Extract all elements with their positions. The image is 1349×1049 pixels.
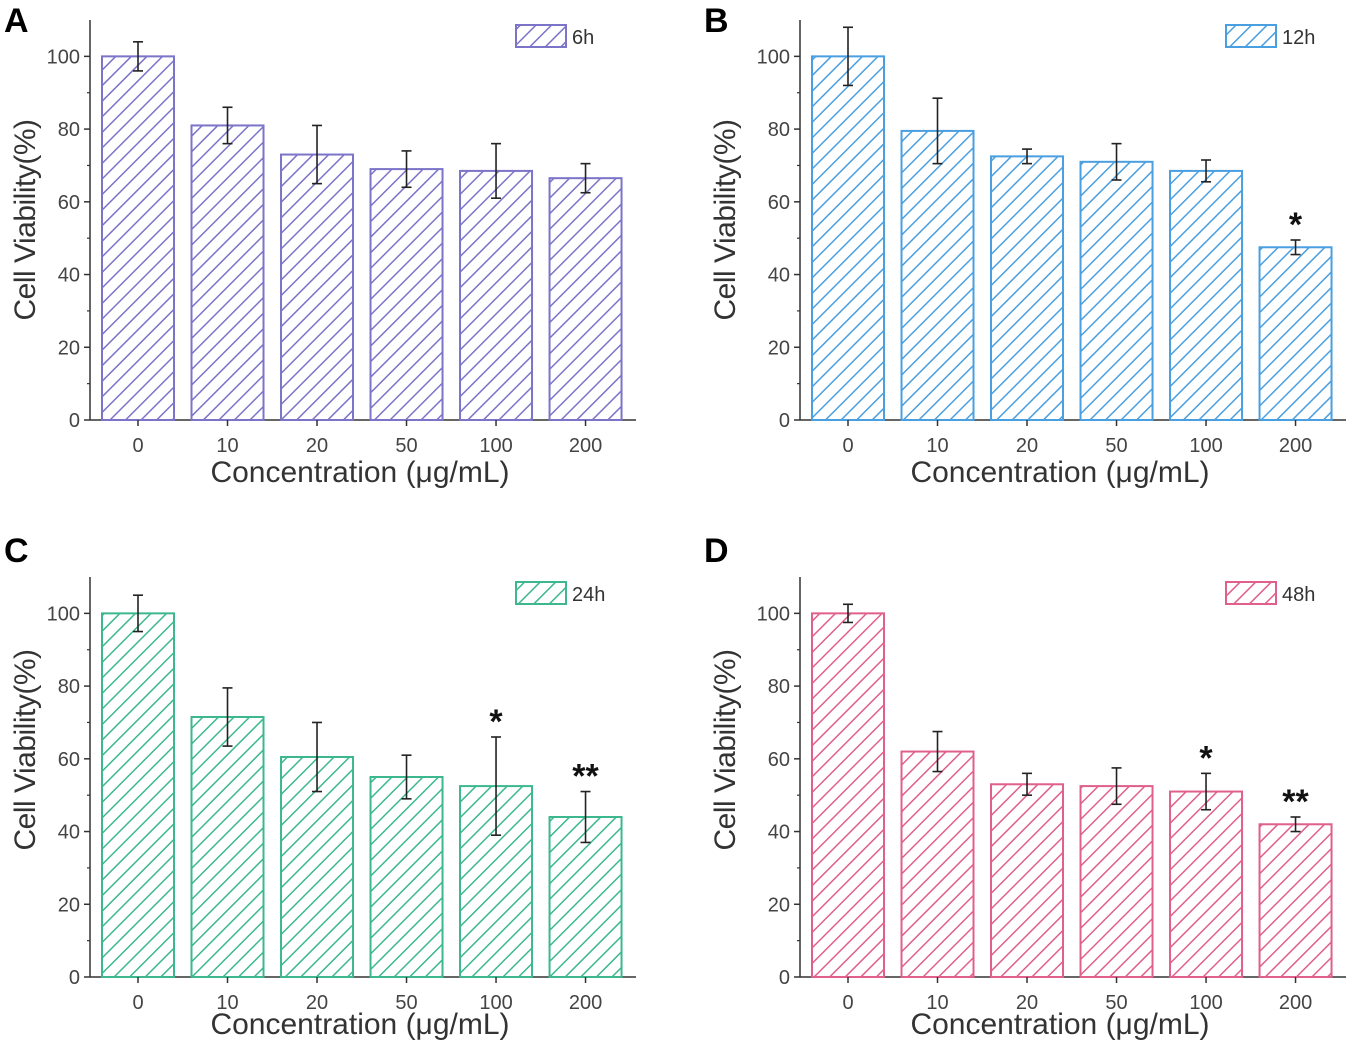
x-tick-label: 20 — [1016, 992, 1038, 1014]
bar — [371, 169, 443, 420]
legend-label: 6h — [572, 27, 594, 49]
x-tick-label: 20 — [306, 435, 328, 457]
x-tick-label: 10 — [216, 435, 238, 457]
y-tick-label: 100 — [757, 46, 790, 68]
y-tick-label: 100 — [757, 603, 790, 625]
significance-marker: * — [1289, 206, 1303, 244]
chart-panel-b: B Cell Viability(%) Concentration (μg/mL… — [700, 0, 1349, 510]
y-tick-label: 40 — [768, 265, 790, 287]
y-tick-label: 60 — [768, 749, 790, 771]
legend-swatch — [1226, 25, 1276, 47]
y-tick-label: 80 — [768, 676, 790, 698]
y-tick-label: 0 — [69, 967, 80, 989]
bar — [1081, 162, 1153, 420]
x-tick-label: 50 — [395, 992, 417, 1014]
x-tick-label: 100 — [479, 992, 512, 1014]
y-tick-label: 20 — [58, 337, 80, 359]
significance-marker: * — [1199, 739, 1213, 777]
bar — [902, 752, 974, 977]
significance-marker: * — [489, 703, 503, 741]
bar — [1260, 824, 1332, 977]
x-tick-label: 50 — [1105, 992, 1127, 1014]
legend-swatch — [516, 25, 566, 47]
y-tick-label: 60 — [58, 192, 80, 214]
x-tick-label: 50 — [1105, 435, 1127, 457]
bar — [192, 125, 264, 420]
chart-panel-d: D Cell Viability(%) Concentration (μg/mL… — [700, 530, 1349, 1040]
bar — [1081, 786, 1153, 977]
bar — [192, 717, 264, 977]
legend-swatch — [1226, 582, 1276, 604]
bar — [1170, 792, 1242, 977]
significance-marker: ** — [572, 758, 599, 796]
x-tick-label: 200 — [569, 435, 602, 457]
bar — [371, 777, 443, 977]
x-tick-label: 10 — [926, 992, 948, 1014]
chart-panel-a: A Cell Viability(%) Concentration (μg/mL… — [0, 0, 660, 510]
x-tick-label: 100 — [1189, 435, 1222, 457]
chart-panel-c: C Cell Viability(%) Concentration (μg/mL… — [0, 530, 660, 1040]
x-tick-label: 10 — [926, 435, 948, 457]
x-tick-label: 100 — [1189, 992, 1222, 1014]
x-tick-label: 100 — [479, 435, 512, 457]
legend-label: 12h — [1282, 27, 1315, 49]
bar — [991, 784, 1063, 977]
y-tick-label: 80 — [58, 676, 80, 698]
x-tick-label: 0 — [842, 435, 853, 457]
bar — [1260, 247, 1332, 420]
bar — [281, 155, 353, 420]
bar — [102, 56, 174, 420]
x-tick-label: 20 — [306, 992, 328, 1014]
bar — [812, 56, 884, 420]
significance-marker: ** — [1282, 783, 1309, 821]
bar — [812, 613, 884, 977]
x-tick-label: 200 — [569, 992, 602, 1014]
bar — [460, 171, 532, 420]
bar-chart-c: 0 20 40 60 80 100 0 10 20 50 100 * 200 ** 24h — [0, 530, 660, 1040]
x-tick-label: 50 — [395, 435, 417, 457]
bar — [550, 178, 622, 420]
bar-chart-b: 0 20 40 60 80 100 0 10 20 50 100 200 * 12h — [700, 0, 1349, 510]
y-tick-label: 20 — [768, 337, 790, 359]
x-tick-label: 0 — [842, 992, 853, 1014]
y-tick-label: 60 — [768, 192, 790, 214]
bar — [102, 613, 174, 977]
legend-label: 24h — [572, 584, 605, 606]
bar — [1170, 171, 1242, 420]
bar-chart-a: 0 20 40 60 80 100 0 10 20 50 100 200 6h — [0, 0, 660, 510]
bar — [902, 131, 974, 420]
y-tick-label: 60 — [58, 749, 80, 771]
x-tick-label: 0 — [132, 435, 143, 457]
y-tick-label: 0 — [779, 410, 790, 432]
x-tick-label: 200 — [1279, 992, 1312, 1014]
x-tick-label: 20 — [1016, 435, 1038, 457]
y-tick-label: 40 — [768, 822, 790, 844]
y-tick-label: 100 — [47, 603, 80, 625]
legend-label: 48h — [1282, 584, 1315, 606]
x-tick-label: 200 — [1279, 435, 1312, 457]
y-tick-label: 40 — [58, 265, 80, 287]
y-tick-label: 20 — [58, 894, 80, 916]
y-tick-label: 80 — [768, 119, 790, 141]
y-tick-label: 80 — [58, 119, 80, 141]
x-tick-label: 0 — [132, 992, 143, 1014]
bar-chart-d: 0 20 40 60 80 100 0 10 20 50 100 * 200 ** 48h — [700, 530, 1349, 1040]
y-tick-label: 20 — [768, 894, 790, 916]
y-tick-label: 100 — [47, 46, 80, 68]
y-tick-label: 0 — [779, 967, 790, 989]
x-tick-label: 10 — [216, 992, 238, 1014]
y-tick-label: 0 — [69, 410, 80, 432]
y-tick-label: 40 — [58, 822, 80, 844]
bar — [991, 156, 1063, 420]
legend-swatch — [516, 582, 566, 604]
